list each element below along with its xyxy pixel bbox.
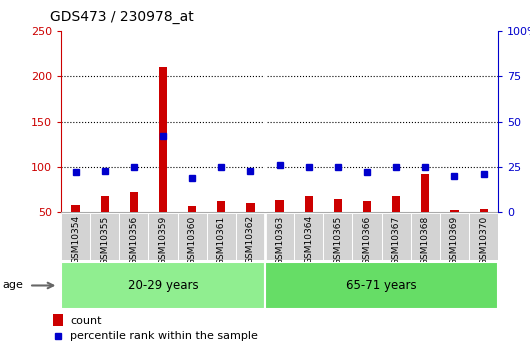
Text: GSM10363: GSM10363 [275, 215, 284, 265]
Bar [421, 174, 429, 257]
Text: 20-29 years: 20-29 years [128, 279, 198, 292]
Bar [217, 201, 225, 257]
Bar [265, 262, 498, 309]
Text: GSM10367: GSM10367 [392, 215, 401, 265]
Text: age: age [3, 280, 23, 290]
Bar [246, 203, 254, 257]
Text: GSM10361: GSM10361 [217, 215, 226, 265]
Text: GSM10369: GSM10369 [450, 215, 459, 265]
Text: GSM10355: GSM10355 [100, 215, 109, 265]
Bar [188, 206, 196, 257]
Bar [363, 201, 371, 257]
Text: GSM10354: GSM10354 [71, 215, 80, 264]
Text: GSM10362: GSM10362 [246, 215, 255, 264]
Text: GSM10365: GSM10365 [333, 215, 342, 265]
Text: GSM10366: GSM10366 [363, 215, 372, 265]
Bar [130, 192, 138, 257]
Bar [305, 196, 313, 257]
Bar [101, 196, 109, 257]
Bar [52, 314, 64, 326]
Bar [61, 262, 265, 309]
Bar [480, 209, 488, 257]
Text: percentile rank within the sample: percentile rank within the sample [70, 332, 258, 342]
Bar [450, 210, 458, 257]
Bar [392, 196, 400, 257]
Bar [72, 205, 80, 257]
Text: GSM10356: GSM10356 [129, 215, 138, 265]
Bar [276, 200, 284, 257]
Text: GSM10364: GSM10364 [304, 215, 313, 264]
Text: count: count [70, 316, 102, 326]
Text: 65-71 years: 65-71 years [346, 279, 417, 292]
Bar [159, 67, 167, 257]
Text: GSM10368: GSM10368 [421, 215, 430, 265]
Text: GSM10370: GSM10370 [479, 215, 488, 265]
Bar [334, 199, 342, 257]
Text: GSM10360: GSM10360 [188, 215, 197, 265]
Text: GDS473 / 230978_at: GDS473 / 230978_at [50, 10, 194, 24]
Text: GSM10359: GSM10359 [158, 215, 167, 265]
